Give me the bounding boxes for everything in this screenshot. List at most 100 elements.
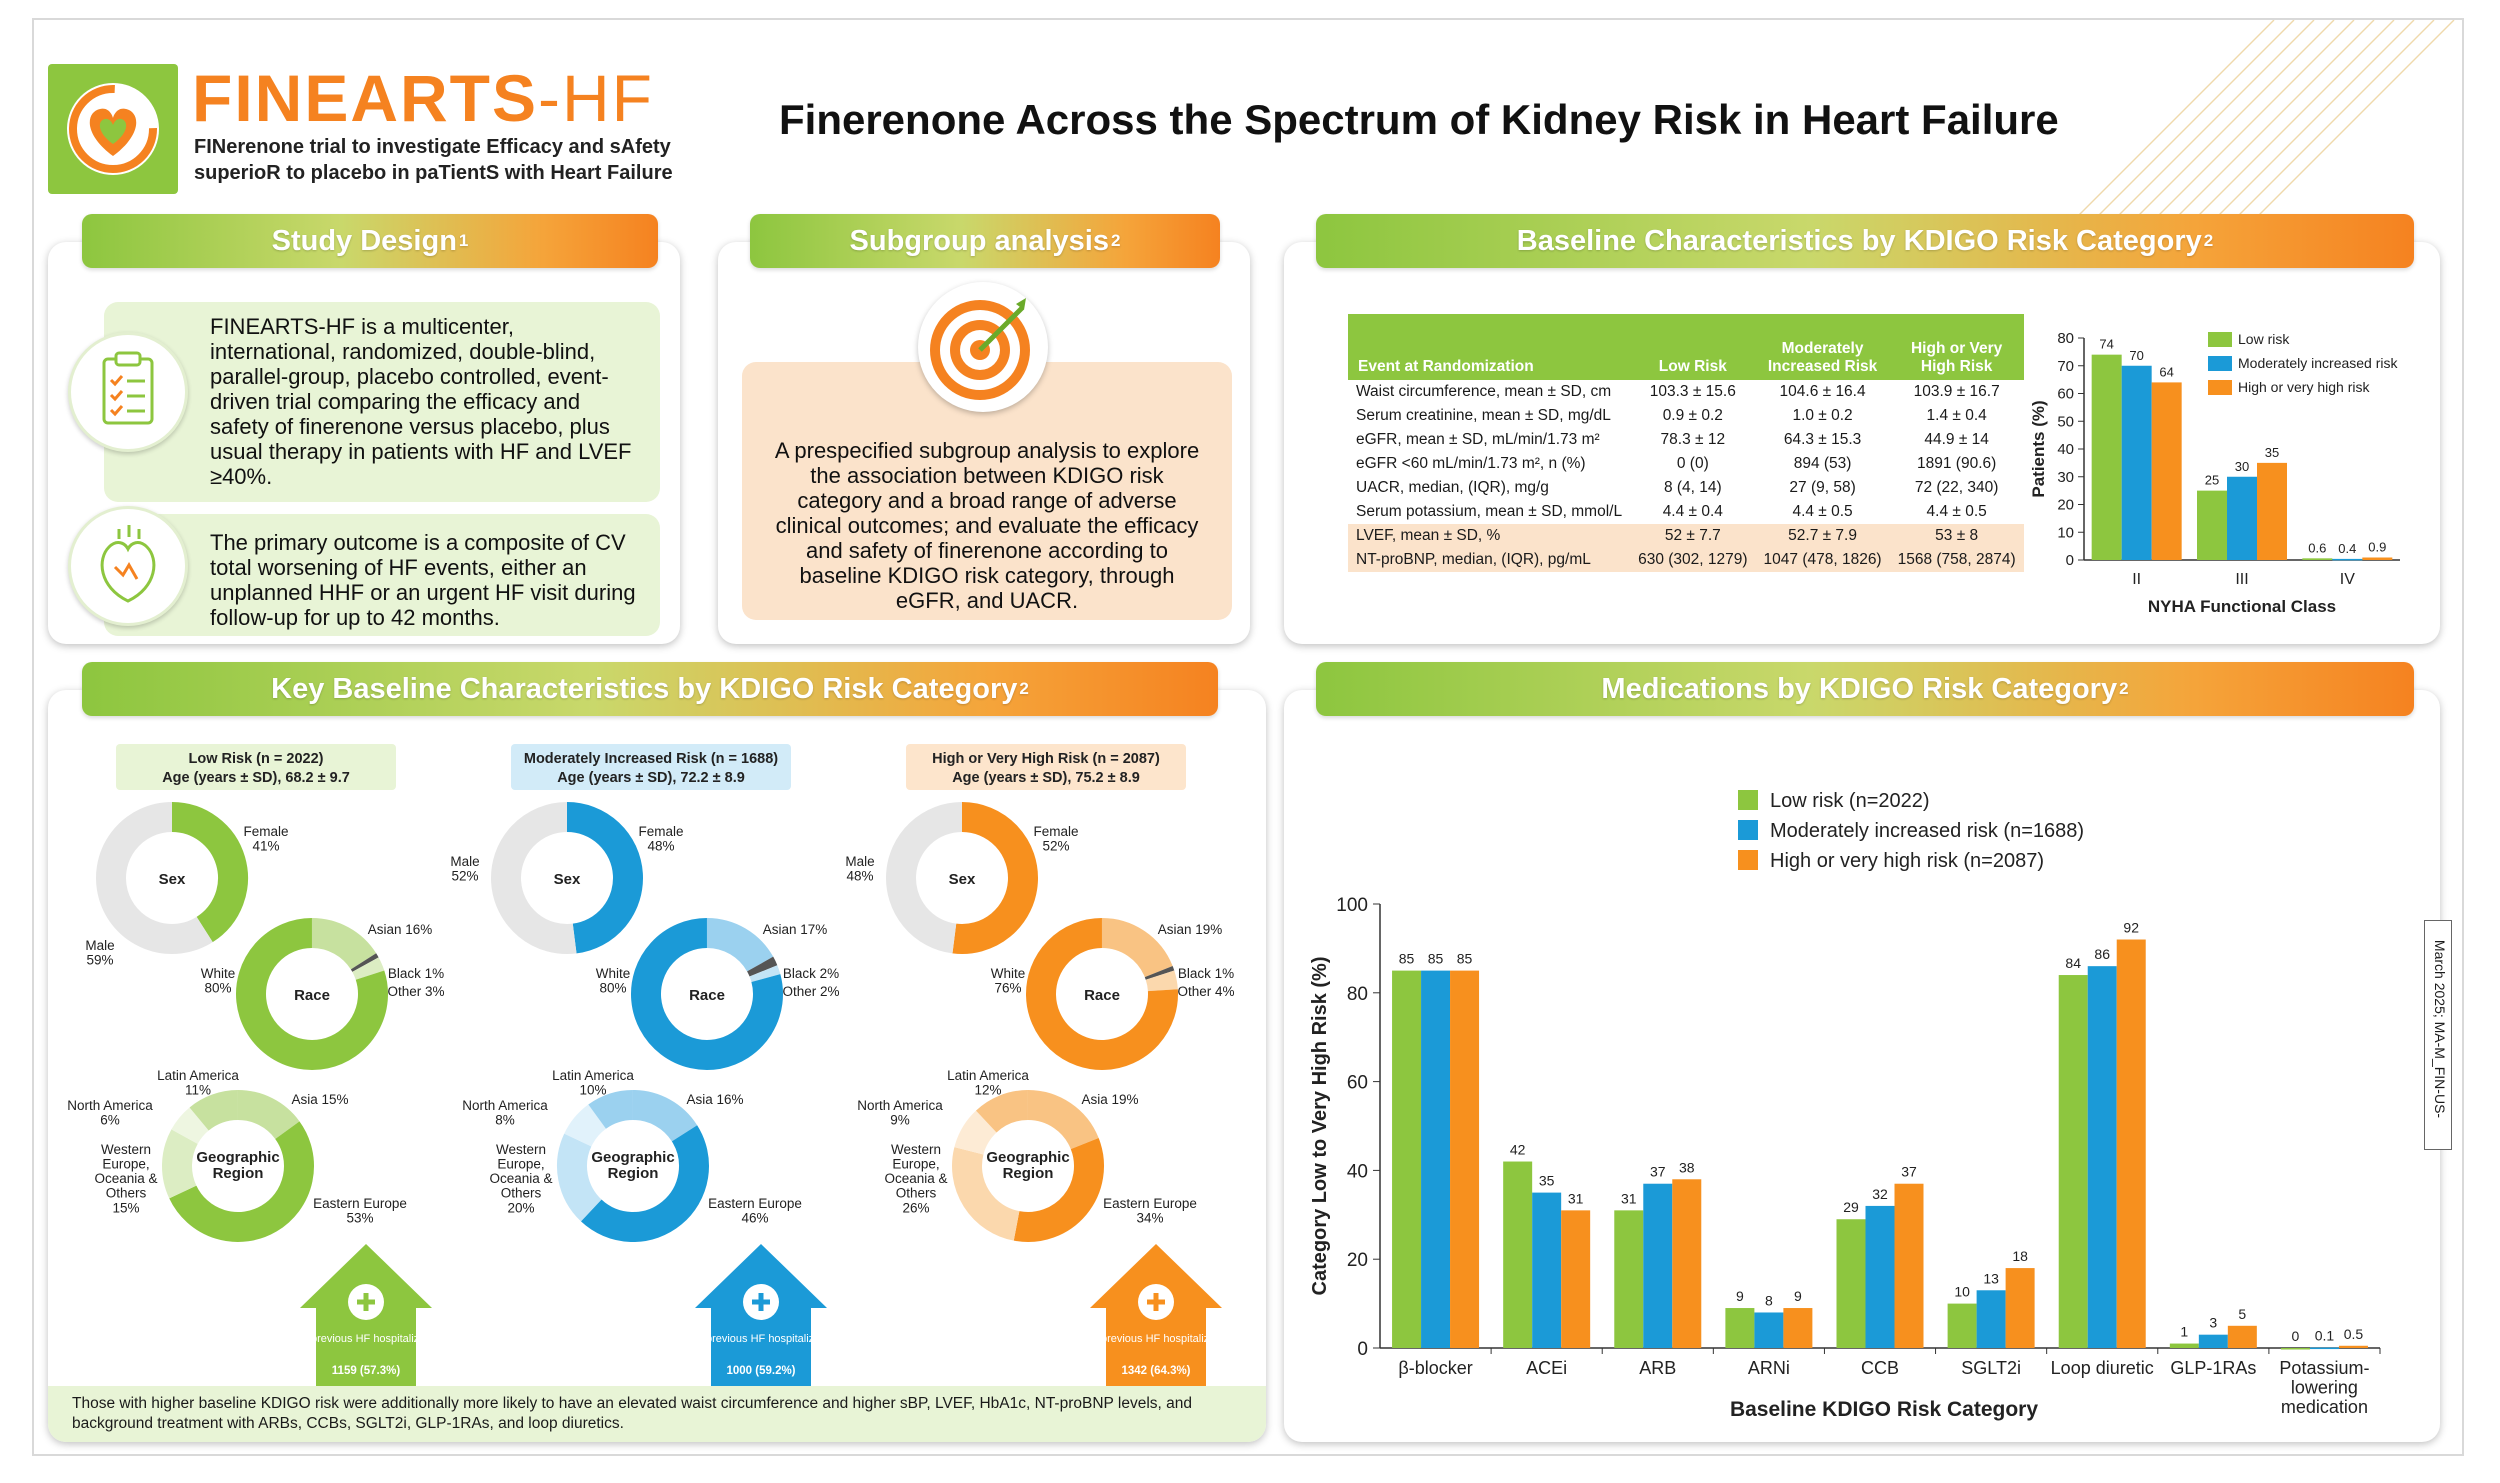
sex-female-label: Female 41% bbox=[243, 824, 288, 854]
y-tick-label: 30 bbox=[2057, 469, 2074, 486]
row-value: 1.4 ± 0.4 bbox=[1926, 407, 1987, 424]
logo bbox=[48, 64, 178, 194]
medication-value-label: 0.1 bbox=[2315, 1328, 2335, 1344]
race-donut-segment bbox=[746, 956, 778, 977]
race-donut-segment bbox=[350, 953, 379, 972]
y-tick-label: 50 bbox=[2057, 413, 2074, 430]
medication-bar bbox=[2116, 939, 2146, 1348]
medications-panel: 0 20 40 60 80 100 85 85 85 β-blocker 42 35 31 ACEi 31 3… bbox=[1284, 690, 2440, 1442]
medication-bar bbox=[1392, 970, 1422, 1348]
geo-donut-segment bbox=[1013, 1138, 1104, 1242]
race-white-label: White 80% bbox=[201, 966, 236, 996]
race-donut-segment bbox=[631, 918, 783, 1070]
baseline-row: Serum creatinine, mean ± SD, mg/dL 0.9 ± … bbox=[1348, 404, 2024, 428]
medication-value-label: 31 bbox=[1568, 1190, 1584, 1206]
y-tick-label: 60 bbox=[2057, 386, 2074, 403]
medication-bar bbox=[1450, 970, 1480, 1348]
y-tick-label: 40 bbox=[2057, 441, 2074, 458]
baseline-row: eGFR, mean ± SD, mL/min/1.73 m² 78.3 ± 12… bbox=[1348, 428, 2024, 452]
row-label: Serum potassium, mean ± SD, mmol/L bbox=[1356, 503, 1623, 520]
medication-value-label: 84 bbox=[2065, 955, 2081, 971]
baseline-table: Event at Randomization Low Risk Moderate… bbox=[1348, 314, 2024, 572]
subgroup-header: Subgroup analysis 2 bbox=[750, 214, 1220, 268]
medication-bar bbox=[1643, 1183, 1673, 1348]
medication-bar bbox=[1561, 1210, 1591, 1348]
medication-bar bbox=[1947, 1303, 1977, 1348]
plus-icon bbox=[752, 1293, 770, 1311]
row-value: 27 (9, 58) bbox=[1789, 479, 1856, 496]
geo-donut-segment bbox=[564, 1104, 607, 1148]
baseline-row: UACR, median, (IQR), mg/g 8 (4, 14) 27 (9,… bbox=[1348, 476, 2024, 500]
geo-latin-label: Latin America 10% bbox=[552, 1068, 634, 1098]
medication-bar bbox=[1836, 1219, 1866, 1348]
medications-header: Medications by KDIGO Risk Category 2 bbox=[1316, 662, 2414, 716]
medication-value-label: 42 bbox=[1510, 1142, 1526, 1158]
row-value: 4.4 ± 0.5 bbox=[1792, 503, 1853, 520]
medication-bar bbox=[1725, 1308, 1755, 1348]
y-tick-label: 60 bbox=[1347, 1073, 1368, 1094]
geo-latin-label: Latin America 12% bbox=[947, 1068, 1029, 1098]
medication-bar bbox=[2087, 966, 2117, 1348]
medication-legend-label: High or very high risk (n=2087) bbox=[1770, 850, 2044, 872]
medication-bar bbox=[1614, 1210, 1644, 1348]
hosp-label: Any previous HF hospitalization bbox=[289, 1333, 443, 1345]
baseline-row: eGFR <60 mL/min/1.73 m², n (%) 0 (0) 894 (… bbox=[1348, 452, 2024, 476]
medication-value-label: 85 bbox=[1457, 951, 1473, 967]
nyha-value-label: 35 bbox=[2265, 445, 2279, 460]
geo-donut-segment bbox=[169, 1121, 314, 1242]
baseline-row-highlight: NT-proBNP, median, (IQR), pg/mL 630 (302,… bbox=[1348, 548, 2024, 572]
row-value: 1568 (758, 2874) bbox=[1897, 551, 2016, 568]
geo-donut-segment bbox=[952, 1147, 1021, 1241]
medication-bar bbox=[1672, 1179, 1702, 1348]
medication-bar bbox=[2280, 1348, 2310, 1350]
group-name: Low Risk (n = 2022) bbox=[189, 751, 324, 767]
geo-donut-segment bbox=[588, 1090, 634, 1130]
baseline-col-moderate: Moderately Increased Risk bbox=[1767, 340, 1878, 375]
nyha-value-label: 70 bbox=[2129, 348, 2143, 363]
subgroup-text: A prespecified subgroup analysis to expl… bbox=[774, 438, 1200, 613]
nyha-bar bbox=[2197, 490, 2227, 560]
medication-category-label: GLP-1RAs bbox=[2170, 1358, 2256, 1378]
row-value: 52 ± 7.7 bbox=[1664, 527, 1721, 544]
group-age: Age (years ± SD), 68.2 ± 9.7 bbox=[162, 770, 350, 786]
race-other-label: Other 2% bbox=[782, 984, 839, 999]
race-donut-segment bbox=[749, 965, 781, 983]
medication-value-label: 92 bbox=[2123, 920, 2139, 936]
nyha-value-label: 0.9 bbox=[2368, 540, 2386, 555]
geo-latin-label: Latin America 11% bbox=[157, 1068, 239, 1098]
nyha-bar bbox=[2332, 558, 2363, 561]
hosp-value: 1342 (64.3%) bbox=[1121, 1365, 1190, 1377]
medication-x-label: Baseline KDIGO Risk Category bbox=[1730, 1398, 2038, 1421]
row-value: 103.9 ± 16.7 bbox=[1913, 383, 2000, 400]
medication-value-label: 3 bbox=[2209, 1315, 2217, 1331]
medication-value-label: 29 bbox=[1843, 1199, 1859, 1215]
medication-bar bbox=[1894, 1183, 1924, 1348]
nyha-category-label: III bbox=[2235, 571, 2248, 588]
sex-male-label: Male 52% bbox=[450, 854, 479, 884]
baseline-col-high: High or Very High Risk bbox=[1910, 340, 2003, 375]
sex-label: Sex bbox=[159, 871, 186, 888]
medication-category-label: SGLT2i bbox=[1961, 1358, 2021, 1378]
race-donut-segment bbox=[352, 957, 385, 981]
hosp-value: 1000 (59.2%) bbox=[726, 1365, 795, 1377]
subgroup-panel: A prespecified subgroup analysis to expl… bbox=[718, 242, 1250, 644]
nyha-bar bbox=[2227, 476, 2257, 560]
row-value: 0.9 ± 0.2 bbox=[1662, 407, 1723, 424]
heart-organ-icon bbox=[68, 506, 188, 626]
nyha-value-label: 74 bbox=[2099, 337, 2113, 352]
medication-value-label: 85 bbox=[1428, 951, 1444, 967]
target-icon bbox=[918, 282, 1048, 412]
medication-category-label: CCB bbox=[1861, 1358, 1899, 1378]
geo-asia-label: Asia 19% bbox=[1081, 1092, 1138, 1107]
race-donut-segment bbox=[1101, 918, 1173, 978]
group-name: Moderately Increased Risk (n = 1688) bbox=[524, 751, 778, 767]
baseline-row: Waist circumference, mean ± SD, cm 103.3 … bbox=[1348, 380, 2024, 404]
sex-male-label: Male 59% bbox=[85, 938, 114, 968]
geo-donut-segment bbox=[632, 1090, 698, 1142]
nyha-value-label: 25 bbox=[2205, 473, 2219, 488]
nyha-bar bbox=[2302, 558, 2333, 560]
medication-value-label: 32 bbox=[1872, 1186, 1888, 1202]
heart-icon bbox=[67, 83, 159, 175]
medication-value-label: 13 bbox=[1983, 1270, 1999, 1286]
